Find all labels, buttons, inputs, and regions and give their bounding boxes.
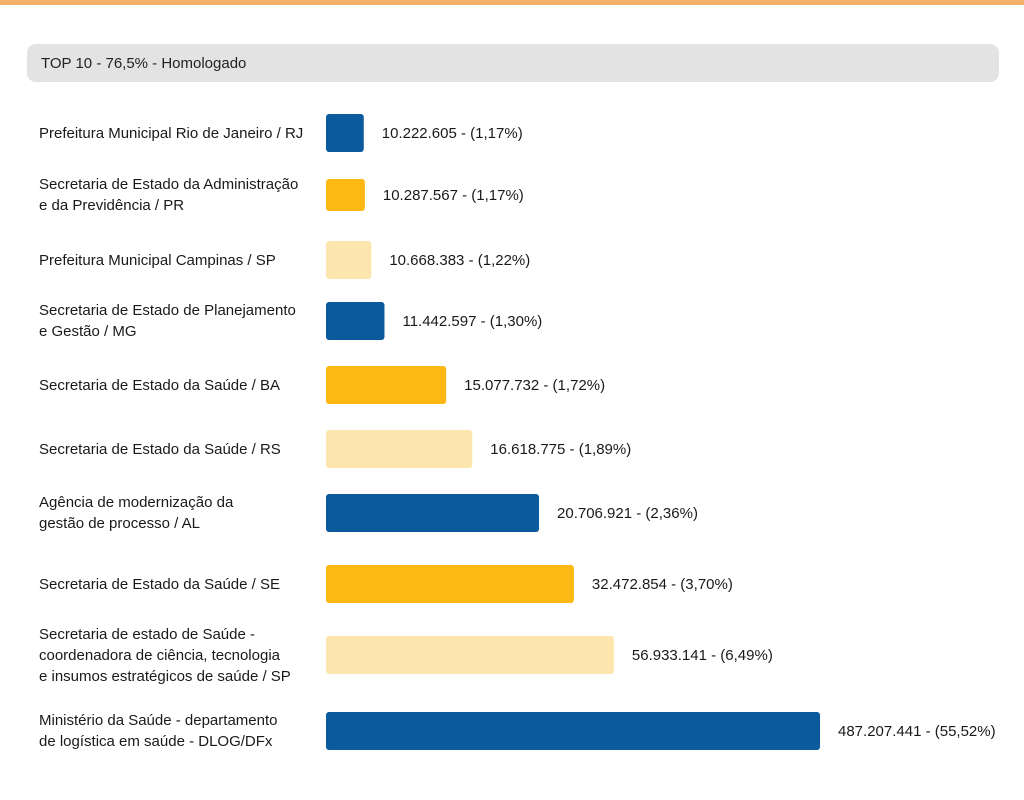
category-label-text: Ministério da Saúde - departamento de lo… (39, 712, 278, 750)
bar-5 (326, 366, 447, 404)
bar-9 (326, 636, 614, 674)
category-label-3: Prefeitura Municipal Campinas / SP (39, 250, 314, 271)
bar-value-label-4: 11.442.597 - (1,30%) (402, 313, 542, 330)
top-accent-rule (0, 0, 1024, 5)
category-label-1: Prefeitura Municipal Rio de Janeiro / RJ (39, 123, 314, 144)
bar-1 (326, 114, 364, 152)
bar-6 (326, 430, 473, 468)
bar-7 (326, 494, 540, 532)
bar-value-label-3: 10.668.383 - (1,22%) (389, 252, 530, 269)
chart-header-bar: TOP 10 - 76,5% - Homologado (27, 44, 999, 82)
bar-8 (326, 565, 574, 603)
category-label-text: Prefeitura Municipal Rio de Janeiro / RJ (39, 124, 304, 142)
bar-value-label-6: 16.618.775 - (1,89%) (490, 441, 631, 458)
category-label-8: Secretaria de Estado da Saúde / SE (39, 574, 314, 595)
category-label-10: Ministério da Saúde - departamento de lo… (39, 710, 314, 752)
bar-value-label-7: 20.706.921 - (2,36%) (557, 505, 698, 522)
bar-10 (326, 712, 820, 750)
category-label-text: Secretaria de Estado de Planejamento e G… (39, 302, 296, 340)
category-label-5: Secretaria de Estado da Saúde / BA (39, 375, 314, 396)
chart-title: TOP 10 - 76,5% - Homologado (41, 54, 247, 72)
bar-3 (326, 241, 372, 279)
category-label-9: Secretaria de estado de Saúde - coordena… (39, 624, 314, 687)
bar-value-label-1: 10.222.605 - (1,17%) (382, 125, 523, 142)
category-label-4: Secretaria de Estado de Planejamento e G… (39, 300, 314, 342)
bar-value-label-9: 56.933.141 - (6,49%) (632, 647, 773, 664)
category-label-text: Agência de modernização da gestão de pro… (39, 494, 234, 532)
category-label-7: Agência de modernização da gestão de pro… (39, 492, 314, 534)
bar-value-label-10: 487.207.441 - (55,52%) (838, 723, 996, 740)
category-label-text: Prefeitura Municipal Campinas / SP (39, 251, 276, 269)
category-label-2: Secretaria de Estado da Administração e … (39, 174, 314, 216)
bar-4 (326, 302, 385, 340)
category-label-text: Secretaria de estado de Saúde - coordena… (39, 625, 291, 685)
category-label-6: Secretaria de Estado da Saúde / RS (39, 439, 314, 460)
category-label-text: Secretaria de Estado da Saúde / RS (39, 440, 281, 458)
bar-value-label-2: 10.287.567 - (1,17%) (383, 187, 524, 204)
bar-value-label-8: 32.472.854 - (3,70%) (592, 576, 733, 593)
category-label-text: Secretaria de Estado da Administração e … (39, 176, 299, 214)
bar-value-label-5: 15.077.732 - (1,72%) (464, 377, 605, 394)
category-label-text: Secretaria de Estado da Saúde / SE (39, 575, 280, 593)
bar-2 (326, 179, 365, 211)
category-label-text: Secretaria de Estado da Saúde / BA (39, 376, 280, 394)
